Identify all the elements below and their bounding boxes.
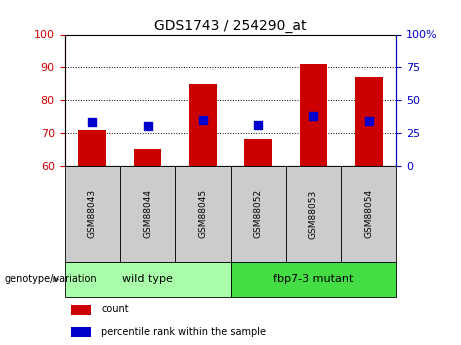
- Bar: [300, 64, 327, 166]
- Text: genotype/variation: genotype/variation: [5, 275, 97, 284]
- FancyBboxPatch shape: [286, 166, 341, 262]
- FancyBboxPatch shape: [120, 166, 175, 262]
- Text: percentile rank within the sample: percentile rank within the sample: [101, 327, 266, 337]
- Point: [89, 120, 96, 125]
- Bar: [134, 149, 161, 166]
- Point: [310, 113, 317, 119]
- Bar: [71, 327, 91, 337]
- Bar: [189, 84, 217, 166]
- Text: GSM88045: GSM88045: [198, 189, 207, 238]
- FancyBboxPatch shape: [341, 166, 396, 262]
- Title: GDS1743 / 254290_at: GDS1743 / 254290_at: [154, 19, 307, 33]
- Point: [199, 117, 207, 122]
- Point: [254, 122, 262, 128]
- FancyBboxPatch shape: [230, 166, 286, 262]
- Text: GSM88053: GSM88053: [309, 189, 318, 238]
- FancyBboxPatch shape: [65, 166, 120, 262]
- Text: wild type: wild type: [122, 275, 173, 284]
- Text: GSM88044: GSM88044: [143, 189, 152, 238]
- Text: GSM88052: GSM88052: [254, 189, 263, 238]
- FancyBboxPatch shape: [175, 166, 230, 262]
- Bar: [244, 139, 272, 166]
- Text: GSM88043: GSM88043: [88, 189, 97, 238]
- Point: [144, 124, 151, 129]
- FancyBboxPatch shape: [65, 262, 230, 297]
- Bar: [78, 130, 106, 166]
- Text: GSM88054: GSM88054: [364, 189, 373, 238]
- FancyBboxPatch shape: [230, 262, 396, 297]
- Text: count: count: [101, 304, 129, 314]
- Text: fbp7-3 mutant: fbp7-3 mutant: [273, 275, 354, 284]
- Bar: [355, 77, 383, 166]
- Bar: [71, 305, 91, 315]
- Point: [365, 118, 372, 124]
